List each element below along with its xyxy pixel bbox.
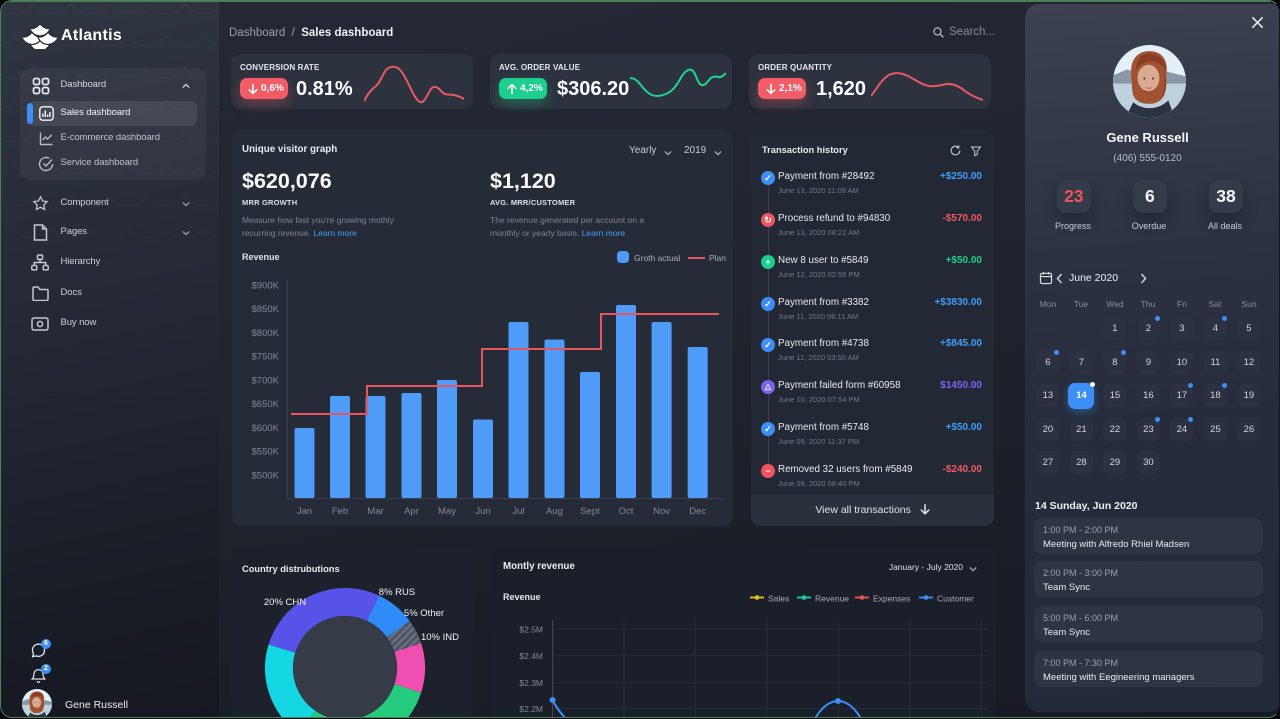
svg-text:$800K: $800K — [252, 328, 280, 339]
svg-text:Jan: Jan — [297, 506, 312, 517]
svg-text:$700K: $700K — [252, 376, 280, 387]
svg-text:$900K: $900K — [252, 281, 280, 292]
svg-text:Feb: Feb — [332, 506, 348, 517]
svg-text:$750K: $750K — [252, 352, 280, 363]
svg-text:Oct: Oct — [619, 506, 634, 517]
svg-text:$2.4M: $2.4M — [519, 651, 543, 661]
svg-text:Sept: Sept — [580, 506, 600, 517]
svg-text:Revenue: Revenue — [815, 594, 849, 604]
svg-text:10% IND: 10% IND — [421, 632, 459, 643]
svg-text:Expenses: Expenses — [873, 594, 910, 604]
svg-text:Customer: Customer — [937, 594, 974, 604]
svg-text:Jul: Jul — [512, 506, 524, 517]
svg-text:Dec: Dec — [689, 506, 706, 517]
svg-text:$2.3M: $2.3M — [519, 678, 543, 688]
svg-text:8% RUS: 8% RUS — [379, 587, 415, 598]
svg-text:$650K: $650K — [252, 399, 280, 410]
svg-text:$2.2M: $2.2M — [519, 704, 543, 714]
svg-text:$850K: $850K — [252, 304, 280, 315]
svg-text:Mar: Mar — [367, 506, 383, 517]
svg-text:$600K: $600K — [252, 423, 280, 434]
svg-text:Jun: Jun — [475, 506, 490, 517]
svg-text:Apr: Apr — [404, 506, 419, 517]
svg-text:May: May — [438, 506, 456, 517]
svg-text:Nov: Nov — [653, 506, 670, 517]
svg-text:$550K: $550K — [252, 447, 280, 458]
svg-text:5% Other: 5% Other — [404, 608, 444, 619]
svg-text:Sales: Sales — [768, 594, 789, 604]
svg-text:$500K: $500K — [252, 471, 280, 482]
svg-text:$2.5M: $2.5M — [519, 625, 543, 635]
svg-text:20% CHN: 20% CHN — [264, 597, 306, 608]
svg-text:Aug: Aug — [546, 506, 563, 517]
